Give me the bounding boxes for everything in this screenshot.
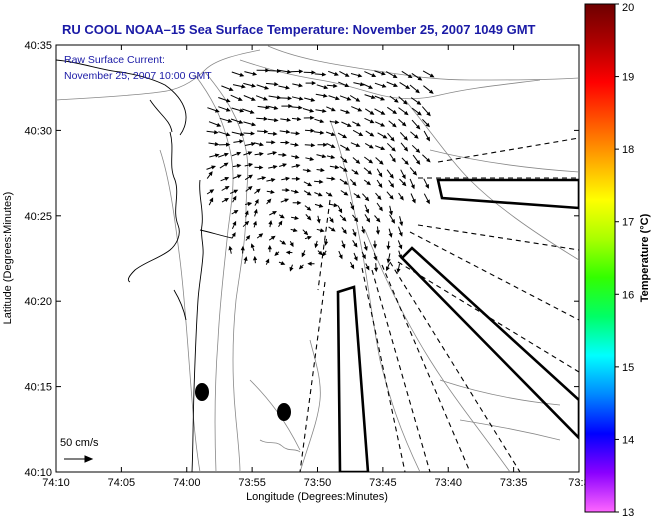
- y-axis-ticks: 40:35 40:30 40:25 40:20 40:15 40:10: [24, 40, 579, 479]
- y-tick-label: 40:35: [24, 40, 52, 52]
- map-content: [56, 45, 579, 472]
- y-tick-label: 40:25: [24, 211, 52, 223]
- x-tick-label: 73:45: [369, 477, 397, 489]
- x-tick-label: 73:40: [434, 477, 462, 489]
- x-tick-label: 74:05: [108, 477, 136, 489]
- colorbar-label: Temperature (°C): [639, 213, 651, 302]
- y-tick-label: 40:10: [24, 467, 52, 479]
- coastline: [56, 59, 233, 472]
- colorbar-tick-label: 20: [622, 2, 634, 14]
- map-frame: [55, 44, 580, 473]
- x-tick-label: 73:55: [238, 477, 266, 489]
- colorbar-tick-label: 16: [622, 289, 634, 301]
- x-tick-label: 74:10: [42, 477, 70, 489]
- y-axis-label: Latitude (Degrees:Minutes): [2, 192, 14, 325]
- x-tick-label: 73:35: [500, 477, 528, 489]
- colorbar-tick-label: 14: [622, 434, 634, 446]
- surface-current-vectors: [206, 68, 435, 274]
- scale-label: 50 cm/s: [60, 437, 99, 449]
- current-note-line2: November 25, 2007 10:00 GMT: [64, 70, 212, 82]
- current-note-line1: Raw Surface Current:: [64, 54, 165, 66]
- x-tick-label: 73:50: [304, 477, 332, 489]
- wind-farm-zones: [336, 178, 579, 472]
- colorbar-tick-label: 19: [622, 72, 634, 84]
- figure-title: RU COOL NOAA–15 Sea Surface Temperature:…: [62, 22, 536, 37]
- colorbar-tick-label: 13: [622, 507, 634, 518]
- y-tick-label: 40:20: [24, 296, 52, 308]
- x-tick-label: 74:00: [173, 477, 201, 489]
- colorbar-tick-label: 15: [622, 362, 634, 374]
- buoy-marker: [277, 403, 291, 421]
- colorbar-ticks: 20 19 18 17 16 15 14 13: [615, 2, 634, 518]
- scale-arrow: [64, 455, 94, 463]
- colorbar-tick-label: 17: [622, 217, 634, 229]
- colorbar: [584, 3, 616, 513]
- x-axis-label: Longitude (Degrees:Minutes): [246, 491, 388, 503]
- x-tick-label: 73:3: [568, 477, 589, 489]
- y-tick-label: 40:15: [24, 382, 52, 394]
- x-axis-ticks: 74:10 74:05 74:00 73:55 73:50 73:45 73:40 73:35…: [42, 45, 590, 489]
- buoy-marker: [195, 383, 209, 401]
- colorbar-tick-label: 18: [622, 144, 634, 156]
- y-tick-label: 40:30: [24, 125, 52, 137]
- coverage-boundaries: [299, 137, 579, 472]
